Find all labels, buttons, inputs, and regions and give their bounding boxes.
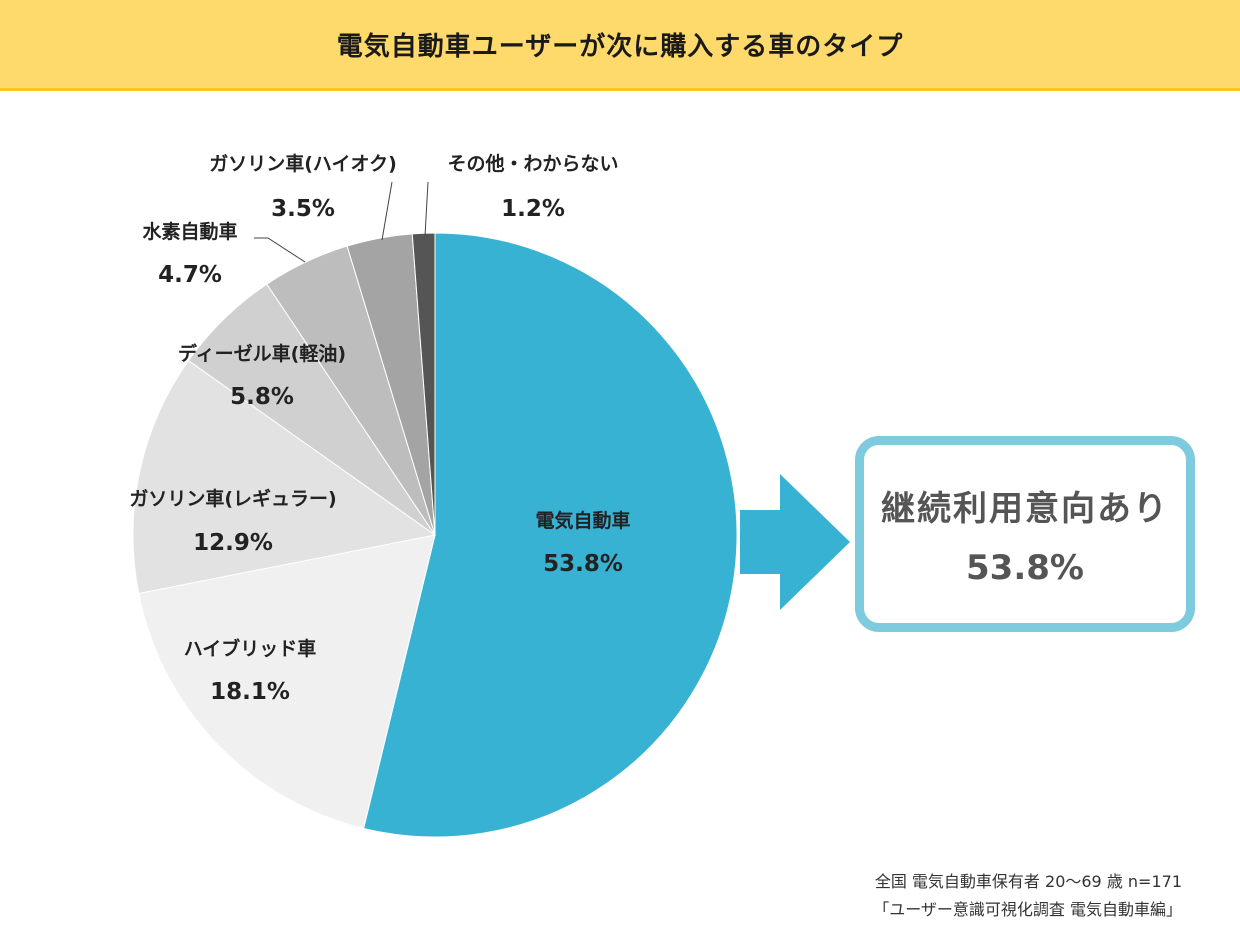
slice-label-2: ハイブリッド車	[184, 637, 317, 660]
slice-labels: 電気自動車 53.8% ハイブリッド車 18.1% ガソリン車(レギュラー) 12.9% デ…	[129, 152, 630, 705]
slice-value-4: 5.8%	[230, 384, 294, 410]
pie-slice-3	[132, 359, 437, 595]
pie-slice-7	[411, 232, 436, 536]
right-arrow	[740, 474, 850, 610]
leader-line-6	[381, 181, 393, 241]
pie-slice-2	[138, 534, 436, 830]
pie-slices	[132, 232, 738, 838]
title-banner: 電気自動車ユーザーが次に購入する車のタイプ	[0, 0, 1240, 91]
slice-value-6: 3.5%	[271, 196, 335, 222]
slice-value-7: 1.2%	[501, 196, 565, 222]
slice-value-5: 4.7%	[158, 262, 222, 288]
pie-slice-1	[362, 232, 738, 838]
callout-box: 継続利用意向あり 53.8%	[855, 436, 1195, 632]
slice-value-3: 12.9%	[193, 530, 273, 556]
slice-label-7: その他・わからない	[447, 152, 618, 175]
leader-lines	[254, 181, 429, 263]
leader-line-7	[424, 181, 429, 237]
callout-value: 53.8%	[966, 547, 1084, 588]
footer-source: 「ユーザー意識可視化調査 電気自動車編」	[873, 900, 1182, 919]
callout-label: 継続利用意向あり	[881, 488, 1169, 529]
slice-label-1: 電気自動車	[535, 509, 630, 532]
slice-label-6: ガソリン車(ハイオク)	[209, 152, 397, 175]
leader-line-5	[254, 237, 306, 263]
footer-sample: 全国 電気自動車保有者 20～69 歳 n=171	[874, 872, 1182, 891]
slice-label-3: ガソリン車(レギュラー)	[129, 487, 336, 510]
slice-value-2: 18.1%	[210, 679, 290, 705]
slice-label-4: ディーゼル車(軽油)	[178, 342, 346, 365]
slice-value-1: 53.8%	[543, 551, 623, 577]
source-note: 全国 電気自動車保有者 20～69 歳 n=171 「ユーザー意識可視化調査 電…	[873, 868, 1182, 924]
slice-label-5: 水素自動車	[142, 220, 237, 243]
chart-title: 電気自動車ユーザーが次に購入する車のタイプ	[336, 31, 904, 62]
